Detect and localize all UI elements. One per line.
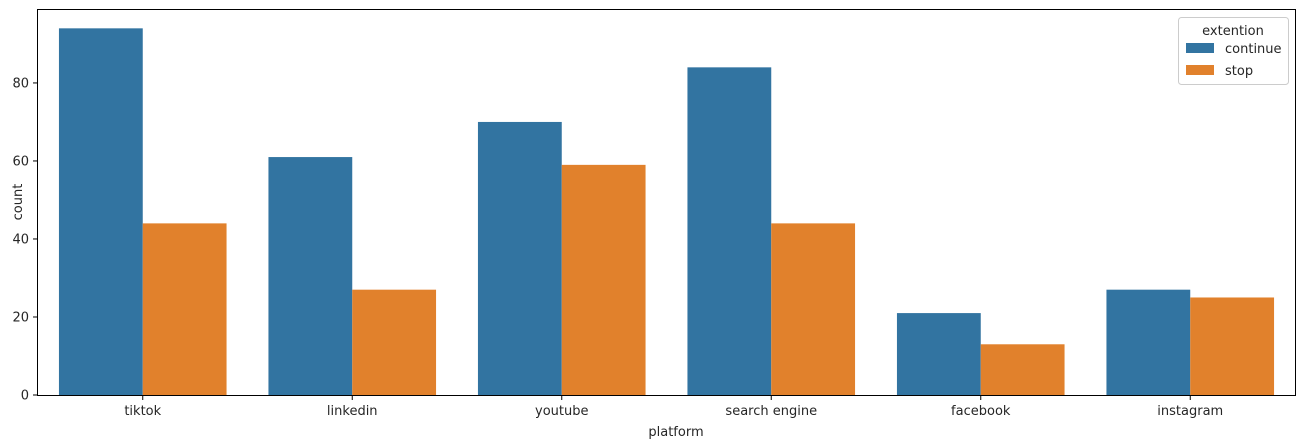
y-tick-label: 0	[21, 389, 29, 404]
legend-label-stop: stop	[1225, 64, 1253, 79]
bar-continue-linkedin	[268, 157, 353, 395]
bars-layer	[58, 28, 1275, 396]
plot-frame	[37, 9, 1296, 396]
bar-continue-youtube	[477, 121, 562, 395]
x-axis-label: platform	[648, 425, 703, 440]
x-tick-label: youtube	[535, 404, 588, 419]
y-tick-label: 80	[12, 76, 29, 91]
bar-continue-facebook	[896, 313, 981, 395]
bar-continue-tiktok	[58, 28, 143, 396]
y-tick-label: 20	[12, 310, 29, 325]
bar-stop-instagram	[1190, 297, 1275, 395]
legend-swatch-stop	[1186, 65, 1214, 75]
axes-layer	[37, 9, 1296, 396]
y-axis-label: count	[11, 184, 26, 221]
x-ticks: tiktok linkedin youtube search engine facebo…	[124, 395, 1223, 419]
bar-stop-linkedin	[352, 289, 437, 395]
bar-continue-instagram	[1106, 289, 1191, 395]
bar-stop-facebook	[980, 344, 1065, 395]
bar-stop-youtube	[561, 164, 646, 395]
x-tick-label: tiktok	[124, 404, 161, 419]
bar-continue-search-engine	[687, 67, 772, 395]
y-tick-label: 40	[12, 232, 29, 247]
bar-stop-tiktok	[142, 223, 227, 395]
x-tick-label: search engine	[725, 404, 817, 419]
legend-label-continue: continue	[1225, 42, 1282, 57]
x-tick-label: facebook	[951, 404, 1011, 419]
legend-title: extention	[1202, 24, 1264, 39]
legend-swatch-continue	[1186, 43, 1214, 53]
bar-stop-search-engine	[771, 223, 856, 395]
x-tick-label: linkedin	[327, 404, 378, 419]
legend: extention continue stop	[1178, 17, 1289, 85]
y-tick-label: 60	[12, 154, 29, 169]
y-ticks: 0 20 40 60 80	[12, 76, 38, 404]
x-tick-label: instagram	[1157, 404, 1223, 419]
